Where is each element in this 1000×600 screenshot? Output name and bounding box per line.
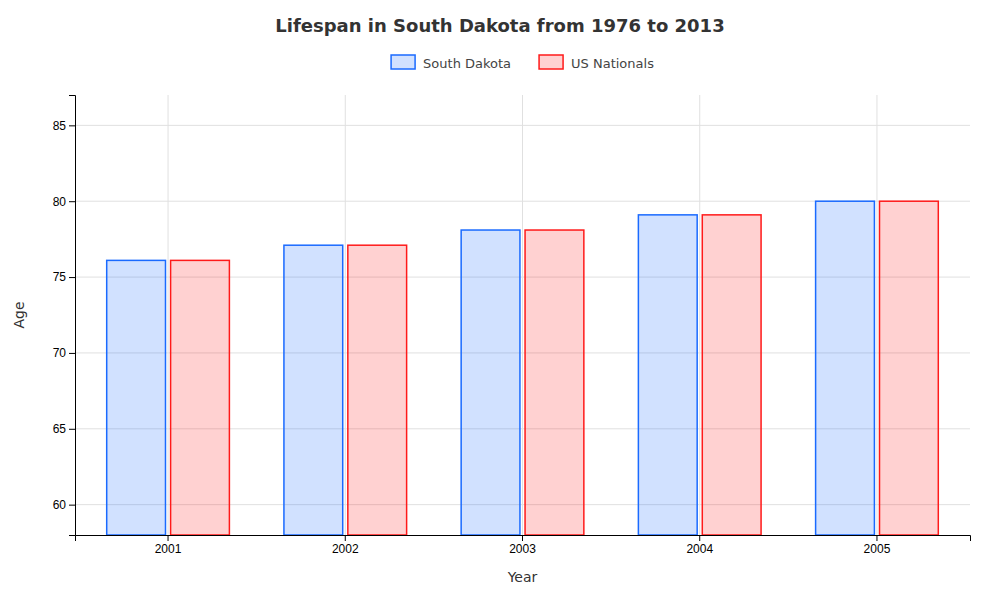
x-tick: 2004 <box>686 535 713 556</box>
y-axis-title: Age <box>11 301 27 328</box>
legend-item: US Nationals <box>539 55 654 71</box>
chart: 2001 2002 2003 2004 2005 60 65 70 75 80 85 Lifespan… <box>0 0 1000 600</box>
y-tick-mark <box>69 201 75 202</box>
legend-item: South Dakota <box>391 55 511 71</box>
bar <box>284 245 343 535</box>
y-tick-mark <box>69 505 75 506</box>
bar-series <box>171 201 939 535</box>
x-grid-line <box>168 95 169 535</box>
x-tick-label: 2005 <box>864 542 891 556</box>
bar <box>638 215 697 535</box>
x-tick-mark <box>522 535 523 541</box>
y-axis-line <box>69 96 76 536</box>
y-tick: 75 <box>53 270 75 284</box>
y-tick-mark <box>69 125 75 126</box>
bar <box>702 215 761 535</box>
x-tick: 2001 <box>155 535 182 556</box>
bar <box>816 201 875 535</box>
grid <box>75 95 970 535</box>
y-tick: 70 <box>53 346 75 360</box>
legend: South Dakota US Nationals <box>391 55 654 71</box>
x-tick-mark <box>876 535 877 541</box>
bar <box>461 230 520 535</box>
y-tick-label: 75 <box>53 270 67 284</box>
x-tick-label: 2002 <box>332 542 359 556</box>
x-axis-line <box>76 536 971 542</box>
bar <box>525 230 584 535</box>
bar <box>171 260 230 535</box>
x-tick: 2002 <box>332 535 359 556</box>
title: Lifespan in South Dakota from 1976 to 20… <box>275 15 724 36</box>
y-tick-label: 70 <box>53 346 67 360</box>
bar <box>107 260 166 535</box>
y-tick-mark <box>69 429 75 430</box>
x-tick-label: 2001 <box>155 542 182 556</box>
bar <box>880 201 939 535</box>
y-tick-mark <box>69 277 75 278</box>
y-tick-label: 85 <box>53 119 67 133</box>
legend-swatch <box>391 55 415 69</box>
bars <box>107 201 939 535</box>
y-tick: 65 <box>53 422 75 436</box>
y-tick-label: 65 <box>53 422 67 436</box>
y-tick-label: 60 <box>53 498 67 512</box>
bar-series <box>107 201 875 535</box>
y-tick-mark <box>69 353 75 354</box>
x-axis-title: Year <box>507 569 538 585</box>
x-tick: 2003 <box>509 535 536 556</box>
legend-label: South Dakota <box>423 56 511 71</box>
x-grid-line <box>876 95 877 535</box>
x-tick-mark <box>345 535 346 541</box>
x-tick: 2005 <box>864 535 891 556</box>
legend-swatch <box>539 55 563 69</box>
y-tick: 80 <box>53 195 75 209</box>
legend-label: US Nationals <box>571 56 654 71</box>
y-tick: 85 <box>53 119 75 133</box>
x-grid-line <box>522 95 523 535</box>
y-tick: 60 <box>53 498 75 512</box>
bar <box>348 245 407 535</box>
x-tick-label: 2004 <box>686 542 713 556</box>
x-tick-mark <box>699 535 700 541</box>
x-grid-line <box>345 95 346 535</box>
x-tick-mark <box>168 535 169 541</box>
x-grid-line <box>699 95 700 535</box>
y-axis: 60 65 70 75 80 85 <box>53 96 76 536</box>
x-tick-label: 2003 <box>509 542 536 556</box>
y-tick-label: 80 <box>53 195 67 209</box>
x-axis: 2001 2002 2003 2004 2005 <box>76 535 971 556</box>
